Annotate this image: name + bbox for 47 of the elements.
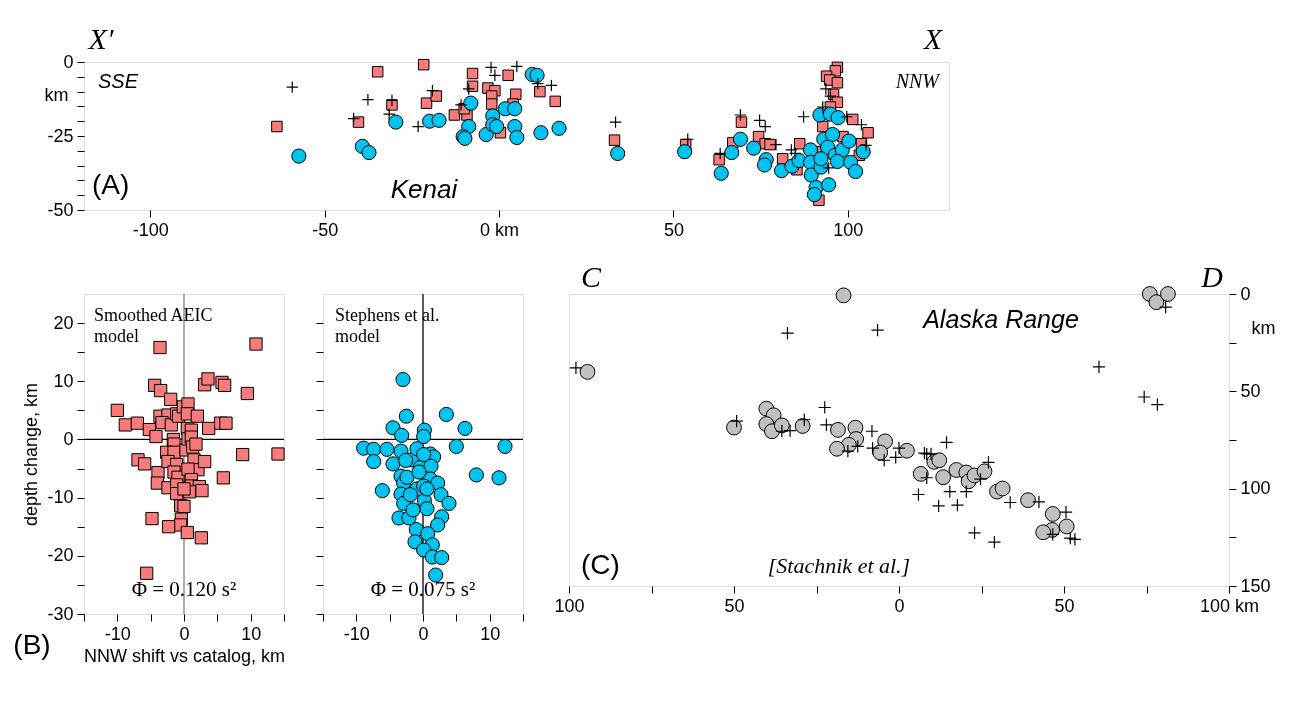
annotation: (A)	[92, 169, 130, 200]
annotation: [Stachnik et al.]	[767, 553, 911, 578]
x-tick-label: 100	[833, 219, 864, 240]
text: X′	[87, 22, 114, 55]
x-tick-label: 50	[1054, 595, 1075, 616]
x-tick-label: 100	[554, 595, 585, 616]
y-tick-label: 0	[1240, 283, 1251, 304]
annotation: Kenai	[390, 174, 459, 204]
y-tick-label: 100	[1240, 478, 1271, 499]
y-axis-title: km	[44, 84, 69, 105]
x-tick-label: 100 km	[1199, 595, 1260, 616]
text: D	[1200, 260, 1224, 293]
annotation: (C)	[581, 549, 620, 580]
y-tick-label: 20	[53, 312, 74, 333]
annotation: Φ = 0.120 s²	[131, 577, 237, 601]
x-tick-label: 50	[663, 219, 684, 240]
x-tick-label: 0	[179, 623, 190, 644]
y-axis-title: depth change, km	[21, 382, 42, 527]
x-tick-label: -10	[343, 623, 370, 644]
x-tick-label: 50	[724, 595, 745, 616]
y-tick-label: -25	[47, 125, 74, 146]
x-tick-label: 0	[894, 595, 905, 616]
annotation: NNW	[894, 70, 942, 92]
y-tick-label: 0	[63, 51, 74, 72]
y-tick-label: 10	[53, 370, 74, 391]
y-tick-label: -10	[47, 487, 74, 508]
text: (B)	[13, 629, 51, 660]
y-tick-label: 0	[63, 428, 74, 449]
x-tick-label: -100	[132, 219, 169, 240]
annotation: Alaska Range	[921, 305, 1079, 333]
y-tick-label: -20	[47, 545, 74, 566]
x-tick-label: -50	[312, 219, 339, 240]
x-tick-label: 10	[480, 623, 501, 644]
text: X	[922, 22, 944, 55]
x-axis-title: NNW shift vs catalog, km	[83, 645, 286, 666]
annotation: SSE	[98, 70, 139, 92]
x-tick-label: 0	[418, 623, 429, 644]
x-tick-label: -10	[104, 623, 131, 644]
y-tick-label: 50	[1240, 380, 1261, 401]
x-tick-label: 10	[241, 623, 262, 644]
y-tick-label: -30	[47, 603, 74, 624]
text: C	[580, 260, 602, 293]
y-axis-title: km	[1251, 317, 1276, 338]
x-tick-label: 0 km	[480, 219, 520, 240]
y-tick-label: -50	[47, 199, 74, 220]
y-tick-label: 150	[1240, 575, 1271, 596]
annotation: Smoothed AEIC model	[94, 305, 213, 346]
